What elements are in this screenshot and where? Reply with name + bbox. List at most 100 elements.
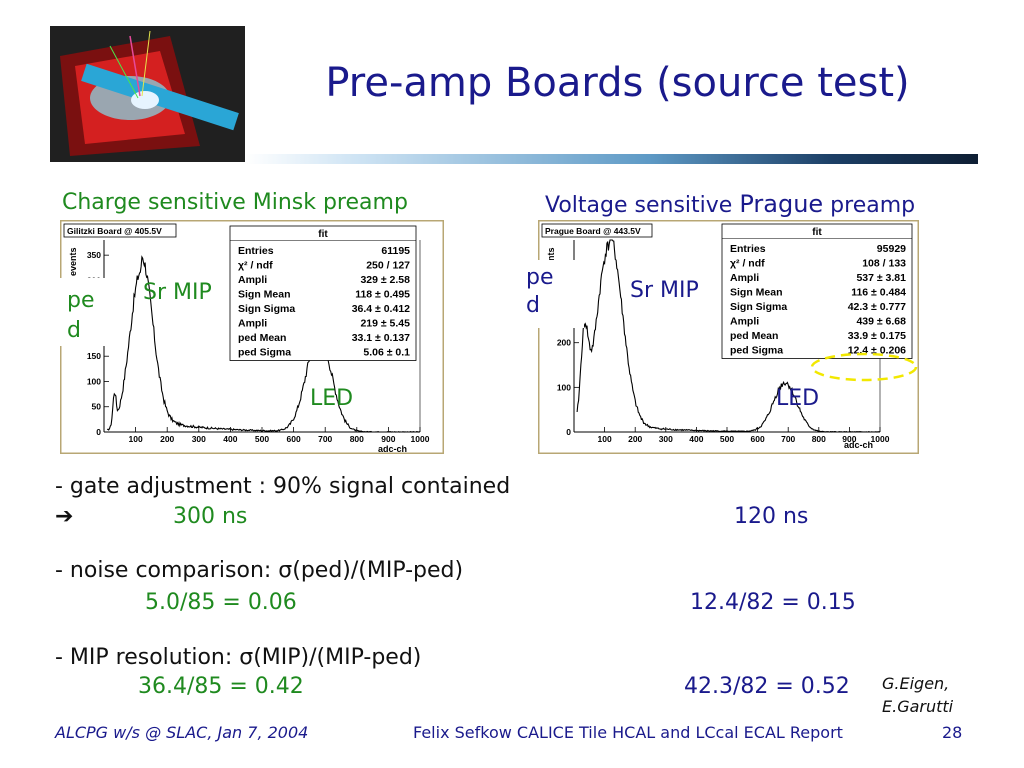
right-stat-name: Sign Mean xyxy=(730,287,783,299)
left-histogram-plot: Gilitzki Board @ 405.5V events adc-ch 10… xyxy=(58,218,446,456)
left-y-axis-label: events xyxy=(68,247,78,276)
right-stat-value: 537 ± 3.81 xyxy=(856,272,906,284)
left-stat-name: Ampli xyxy=(238,274,267,286)
left-stats-box xyxy=(229,225,417,361)
mip-left-value: 36.4/85 = 0.42 xyxy=(138,674,304,699)
right-y-axis-label: ents xyxy=(546,247,556,266)
right-heading-part3: preamp xyxy=(823,193,916,218)
slide-title: Pre-amp Boards (source test) xyxy=(325,60,910,106)
authors-line-2: E.Garutti xyxy=(882,697,954,716)
left-stat-value: 329 ± 2.58 xyxy=(360,274,410,286)
right-histogram-curve xyxy=(576,239,881,433)
left-plot-heading: Charge sensitive Minsk preamp xyxy=(62,190,408,215)
right-y-tick-label: 200 xyxy=(557,338,571,348)
left-x-tick-label: 400 xyxy=(223,434,237,444)
right-histogram-plot: Prague Board @ 443.5V ents adc-ch 100 200… xyxy=(524,218,921,456)
left-y-tick-label: 350 xyxy=(87,250,101,260)
right-x-tick-label: 400 xyxy=(689,434,703,444)
right-x-axis-label: adc-ch xyxy=(844,440,873,450)
left-stat-name: χ² / ndf xyxy=(238,260,273,272)
left-board-label: Gilitzki Board @ 405.5V xyxy=(67,226,162,236)
left-histogram-svg: Gilitzki Board @ 405.5V events adc-ch 10… xyxy=(58,218,446,456)
left-stats-title: fit xyxy=(318,229,328,240)
detector-illustration xyxy=(50,26,245,162)
right-stat-name: Entries xyxy=(730,243,766,255)
right-board-label-box xyxy=(541,223,653,238)
right-stat-name: Sign Sigma xyxy=(730,301,787,313)
left-led-label: LED xyxy=(310,386,354,411)
right-ped-overlay-box xyxy=(524,260,584,328)
left-ped-overlay-box xyxy=(60,278,120,346)
right-ped-label: pe d xyxy=(526,265,554,318)
left-stat-value: 36.4 ± 0.412 xyxy=(352,303,410,315)
left-x-tick-label: 300 xyxy=(192,434,206,444)
left-x-tick-label: 900 xyxy=(381,434,395,444)
gate-adjustment-line: - gate adjustment : 90% signal contained xyxy=(55,474,511,499)
right-plot-heading: Voltage sensitive Prague preamp xyxy=(545,190,915,218)
right-led-label: LED xyxy=(776,386,820,411)
left-x-tick-label: 700 xyxy=(318,434,332,444)
left-stat-value: 61195 xyxy=(381,245,410,257)
left-stat-value: 118 ± 0.495 xyxy=(355,289,410,301)
left-ped-label: pe d xyxy=(67,288,95,343)
footer-center: Felix Sefkow CALICE Tile HCAL and LCcal … xyxy=(413,723,843,742)
right-stat-value: 33.9 ± 0.175 xyxy=(848,330,906,342)
right-heading-part2: Prague xyxy=(739,190,824,218)
right-mip-overlay-box xyxy=(624,272,716,310)
footer-left: ALCPG w/s @ SLAC, Jan 7, 2004 xyxy=(55,723,309,742)
left-stat-value: 33.1 ± 0.137 xyxy=(352,332,410,344)
right-stat-value: 95929 xyxy=(877,243,906,255)
detector-logo-image xyxy=(50,26,245,162)
mip-right-value: 42.3/82 = 0.52 xyxy=(684,674,850,699)
left-y-tick-label: 50 xyxy=(92,402,102,412)
right-x-tick-label: 700 xyxy=(781,434,795,444)
highlight-ellipse xyxy=(810,352,918,382)
left-x-tick-label: 800 xyxy=(350,434,364,444)
right-x-tick-label: 200 xyxy=(628,434,642,444)
left-stat-value: 250 / 127 xyxy=(366,260,410,272)
left-x-tick-label: 200 xyxy=(160,434,174,444)
right-stat-name: χ² / ndf xyxy=(730,258,765,270)
left-y-tick-label: 100 xyxy=(87,376,101,386)
right-x-tick-label: 800 xyxy=(812,434,826,444)
right-x-tick-label: 600 xyxy=(751,434,765,444)
right-x-tick-label: 100 xyxy=(598,434,612,444)
left-y-tick-label: 0 xyxy=(96,427,101,437)
left-x-axis-label: adc-ch xyxy=(378,444,407,454)
right-stat-value: 439 ± 6.68 xyxy=(856,316,906,328)
right-stats-box xyxy=(721,223,913,359)
left-y-tick-label: 150 xyxy=(87,351,101,361)
left-stat-name: Sign Sigma xyxy=(238,303,295,315)
authors-line-1: G.Eigen, xyxy=(882,674,950,693)
right-x-tick-label: 1000 xyxy=(871,434,890,444)
left-stat-name: ped Sigma xyxy=(238,347,291,359)
right-stats-title: fit xyxy=(812,227,822,238)
right-sr-mip-label: Sr MIP xyxy=(630,278,699,303)
left-stat-name: ped Mean xyxy=(238,332,286,344)
mip-resolution-line: - MIP resolution: σ(MIP)/(MIP-ped) xyxy=(55,645,422,670)
left-stat-name: Sign Mean xyxy=(238,289,291,301)
left-x-tick-label: 500 xyxy=(255,434,269,444)
right-stat-name: Ampli xyxy=(730,316,759,328)
right-stat-name: Ampli xyxy=(730,272,759,284)
right-y-tick-label: 0 xyxy=(566,427,571,437)
right-stat-value: 108 / 133 xyxy=(862,258,906,270)
left-x-tick-label: 600 xyxy=(287,434,301,444)
left-sr-mip-label: Sr MIP xyxy=(143,280,212,305)
left-x-tick-label: 1000 xyxy=(411,434,430,444)
right-board-label: Prague Board @ 443.5V xyxy=(545,226,641,236)
left-stat-name: Ampli xyxy=(238,318,267,330)
left-x-tick-label: 100 xyxy=(129,434,143,444)
right-histogram-svg: Prague Board @ 443.5V ents adc-ch 100 200… xyxy=(536,218,921,456)
left-stat-name: Entries xyxy=(238,245,274,257)
noise-comparison-line: - noise comparison: σ(ped)/(MIP-ped) xyxy=(55,558,464,583)
noise-right-value: 12.4/82 = 0.15 xyxy=(690,590,856,615)
right-x-tick-label: 500 xyxy=(720,434,734,444)
right-x-tick-label: 900 xyxy=(842,434,856,444)
footer-page-number: 28 xyxy=(942,723,963,742)
right-x-tick-label: 300 xyxy=(659,434,673,444)
right-stat-name: ped Mean xyxy=(730,330,778,342)
gate-right-value: 120 ns xyxy=(734,504,809,529)
left-stat-value: 5.06 ± 0.1 xyxy=(363,347,410,359)
right-stat-value: 116 ± 0.484 xyxy=(851,287,906,299)
